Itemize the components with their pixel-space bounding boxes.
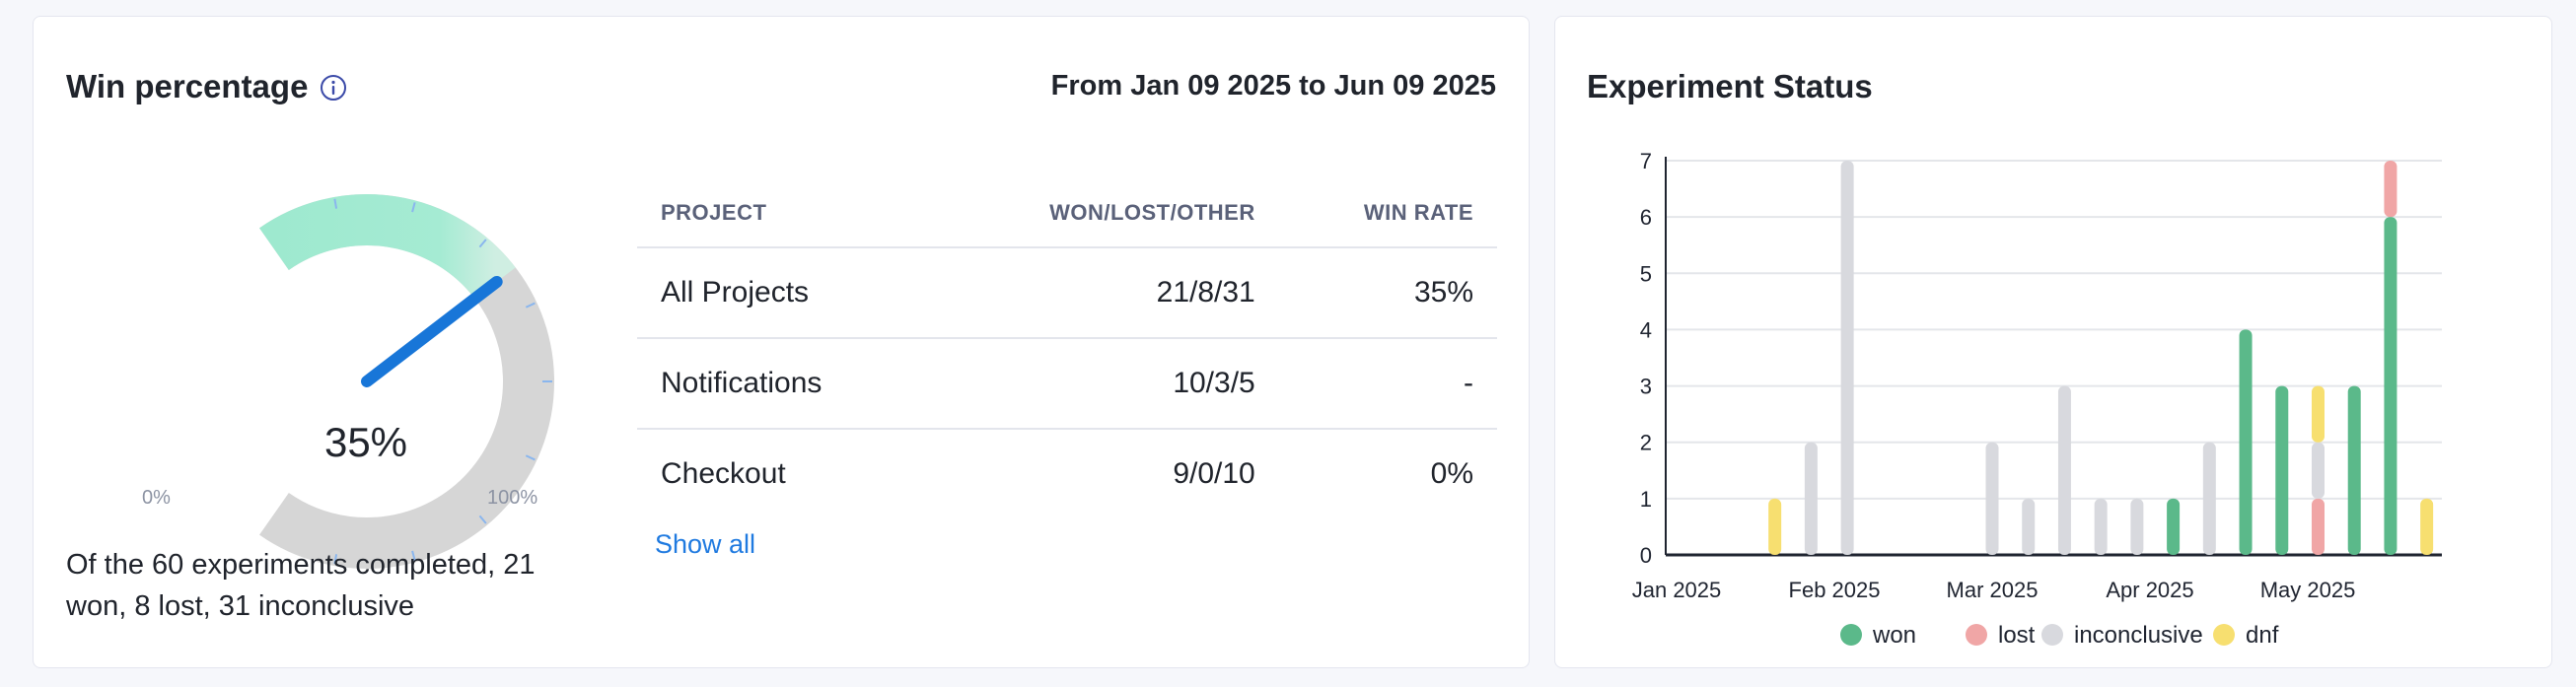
gauge-tick <box>411 202 416 213</box>
info-circle-icon[interactable] <box>318 72 349 103</box>
gauge-tick <box>525 302 536 309</box>
experiment-status-chart: 0 1 2 3 4 5 6 7 Jan 2025 Feb 2025 Mar 2025 Apr 2025… <box>1632 149 2442 649</box>
bar-segment-inconclusive <box>2094 498 2108 555</box>
project-table: PROJECT WON/LOST/OTHER WIN RATE All Proj… <box>637 179 1497 518</box>
bar-segment-lost <box>2384 161 2397 218</box>
table-header-row: PROJECT WON/LOST/OTHER WIN RATE <box>637 179 1497 248</box>
y-tick-label: 6 <box>1640 205 1652 230</box>
win-percentage-card: Win percentage From Jan 09 2025 to Jun 0… <box>33 16 1530 668</box>
won-lost-other-value: 21/8/31 <box>926 247 1279 339</box>
experiment-status-card: Experiment Status 0 1 2 3 4 5 6 7 Jan 2025 Feb 20… <box>1554 16 2552 668</box>
y-tick-label: 1 <box>1640 487 1652 512</box>
won-lost-other-value: 9/0/10 <box>1173 457 1255 490</box>
y-tick-label: 4 <box>1640 317 1652 342</box>
win-rate-value: - <box>1278 338 1497 430</box>
experiment-status-title: Experiment Status <box>1587 68 1873 104</box>
bar-segment-won <box>2167 498 2181 555</box>
bar-segment-inconclusive <box>2130 498 2144 555</box>
win-rate-gauge <box>259 194 554 569</box>
table-row: Notifications 10/3/5 - <box>637 338 1497 430</box>
win-rate-value: 35% <box>1278 247 1497 339</box>
gauge-tick <box>478 239 487 248</box>
bar-segment-inconclusive <box>1985 442 1999 555</box>
bar-segment-inconclusive <box>2202 442 2216 555</box>
y-tick-label: 3 <box>1640 375 1652 399</box>
gauge-min-label: 0% <box>142 487 171 509</box>
legend-label: inconclusive <box>2074 622 2203 649</box>
gauge-needle <box>361 275 503 387</box>
x-tick-label: May 2025 <box>2260 578 2356 602</box>
gauge-ticks <box>333 198 552 565</box>
x-tick-label: Jan 2025 <box>1632 578 1722 602</box>
col-header-won-lost-other: WON/LOST/OTHER <box>926 179 1279 248</box>
won-lost-other-value: 10/3/5 <box>926 338 1279 430</box>
gauge-max-label: 100% <box>487 487 538 509</box>
bar-segment-inconclusive <box>2022 498 2036 555</box>
legend-swatch-inconclusive <box>2041 624 2063 646</box>
x-tick-label: Mar 2025 <box>1947 578 2039 602</box>
win-rate-value: 0% <box>1430 457 1473 490</box>
project-name: All Projects <box>637 247 927 339</box>
project-name: Checkout <box>661 457 786 490</box>
date-range: From Jan 09 2025 to Jun 09 2025 <box>1050 70 1496 102</box>
experiment-summary: Of the 60 experiments completed, 21 won,… <box>66 549 536 622</box>
gauge-tick <box>478 515 487 524</box>
legend-swatch-lost <box>1966 624 1987 646</box>
gauge-tick <box>525 454 536 461</box>
bar-segment-inconclusive <box>2057 385 2071 555</box>
bar-segment-dnf <box>2311 385 2325 443</box>
table-row: All Projects 21/8/31 35% <box>637 247 1497 339</box>
legend-label: dnf <box>2246 622 2279 649</box>
legend-swatch-dnf <box>2213 624 2235 646</box>
col-header-project: PROJECT <box>637 179 927 248</box>
gauge-tick <box>333 554 338 565</box>
y-tick-label: 0 <box>1640 543 1652 568</box>
bar-segment-won <box>2384 217 2397 555</box>
win-percentage-title: Win percentage <box>66 68 309 104</box>
bar-segment-dnf <box>2420 498 2434 555</box>
bar-segment-won <box>2275 385 2289 555</box>
gauge-value: 35% <box>323 419 408 465</box>
col-header-win-rate: WIN RATE <box>1278 179 1497 248</box>
gauge-tick <box>333 198 338 209</box>
bar-segment-inconclusive <box>1840 161 1854 555</box>
y-tick-label: 5 <box>1640 261 1652 286</box>
bar-segment-inconclusive <box>2311 442 2325 499</box>
table-row: Checkout 9/0/10 0% <box>637 429 1497 518</box>
x-tick-label: Feb 2025 <box>1789 578 1881 602</box>
bar-segment-won <box>2239 329 2253 555</box>
y-tick-label: 7 <box>1640 149 1652 173</box>
legend-swatch-won <box>1840 624 1862 646</box>
bar-segment-dnf <box>1768 498 1782 555</box>
gauge-tick <box>411 550 416 561</box>
gauge-fill <box>259 194 516 300</box>
y-tick-label: 2 <box>1640 431 1652 455</box>
legend-label: lost <box>1998 622 2036 649</box>
bar-segment-inconclusive <box>1804 442 1818 555</box>
bar-segment-won <box>2347 385 2361 555</box>
bar-segment-lost <box>2311 498 2325 555</box>
show-all-link[interactable]: Show all <box>655 529 756 559</box>
project-name: Notifications <box>637 338 927 430</box>
legend-label: won <box>1872 622 1916 649</box>
x-tick-label: Apr 2025 <box>2106 578 2193 602</box>
